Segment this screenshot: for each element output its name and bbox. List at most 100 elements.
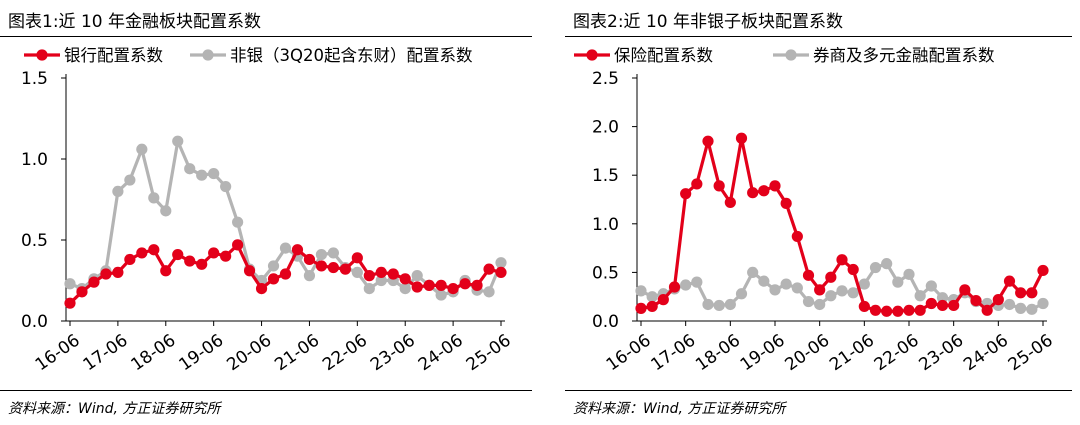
- data-point: [1015, 287, 1027, 299]
- data-point: [483, 263, 495, 275]
- x-tick-label: 19-06: [175, 331, 227, 376]
- data-point: [791, 282, 803, 294]
- data-point: [724, 298, 736, 311]
- legend-label: 银行配置系数: [64, 46, 164, 65]
- data-point: [351, 266, 363, 278]
- y-tick-label: 1.0: [21, 150, 48, 170]
- data-point: [375, 266, 387, 278]
- data-point: [936, 299, 949, 312]
- x-tick-label: 24-06: [960, 331, 1012, 376]
- x-tick-label: 23-06: [367, 331, 419, 376]
- source-divider: [0, 390, 532, 391]
- x-tick-label: 25-06: [1005, 331, 1057, 376]
- data-point: [769, 180, 781, 192]
- data-point: [758, 185, 770, 197]
- data-point: [160, 265, 172, 277]
- data-point: [1037, 297, 1049, 310]
- title-divider: [0, 36, 532, 37]
- data-point: [981, 304, 993, 316]
- x-tick-label: 20-06: [223, 331, 275, 376]
- data-point: [196, 258, 208, 270]
- data-point: [148, 244, 160, 256]
- x-tick-label: 23-06: [915, 331, 967, 376]
- data-point: [780, 197, 792, 209]
- data-point: [903, 268, 915, 280]
- y-tick-label: 0.0: [21, 312, 48, 332]
- data-point: [88, 276, 100, 288]
- data-point: [992, 294, 1004, 306]
- data-point: [970, 294, 982, 307]
- data-point: [495, 257, 507, 269]
- data-point: [220, 180, 232, 193]
- title-divider: [565, 36, 1072, 37]
- data-point: [64, 278, 76, 290]
- data-point: [780, 278, 792, 290]
- data-point: [847, 263, 859, 276]
- data-point: [232, 216, 244, 228]
- y-tick-label: 0.5: [21, 231, 48, 251]
- data-point: [858, 300, 870, 313]
- data-point: [802, 295, 815, 308]
- data-point: [447, 283, 459, 295]
- data-point: [208, 167, 220, 180]
- data-point: [836, 254, 848, 266]
- data-point: [232, 239, 244, 251]
- data-point: [1026, 287, 1038, 299]
- data-point: [279, 242, 292, 254]
- data-point: [702, 135, 714, 147]
- x-tick-label: 24-06: [415, 331, 467, 376]
- data-point: [387, 268, 399, 280]
- data-point: [925, 280, 937, 292]
- chart-title: 图表1:近 10 年金融板块配置系数: [8, 12, 261, 32]
- data-point: [315, 248, 328, 261]
- x-tick-label: 16-06: [603, 331, 655, 376]
- x-tick-label: 17-06: [647, 331, 699, 376]
- data-point: [1003, 298, 1016, 311]
- data-point: [339, 263, 351, 275]
- data-point: [948, 299, 960, 312]
- data-point: [758, 275, 770, 287]
- data-point: [747, 266, 759, 278]
- data-point: [802, 269, 815, 281]
- data-point: [327, 247, 339, 259]
- data-point: [914, 304, 926, 316]
- data-point: [847, 287, 859, 299]
- data-point: [243, 265, 256, 277]
- data-point: [914, 290, 926, 302]
- data-point: [791, 230, 803, 243]
- legend-label: 非银（3Q20起含东财）配置系数: [230, 46, 473, 65]
- data-point: [646, 300, 658, 313]
- data-point: [363, 283, 375, 295]
- data-point: [869, 304, 882, 316]
- data-point: [881, 305, 893, 317]
- data-point: [303, 253, 316, 266]
- data-point: [136, 247, 148, 259]
- data-point: [327, 261, 339, 274]
- data-point: [375, 274, 387, 287]
- data-point: [411, 281, 423, 293]
- data-point: [267, 260, 280, 272]
- data-point: [869, 261, 882, 274]
- chart-panel-1: 图表1:近 10 年金融板块配置系数 0.0 0.5 1.0 1.5 16-06 17-0…: [0, 12, 532, 417]
- data-point: [267, 273, 280, 285]
- legend-swatch-marker: [785, 49, 797, 61]
- data-point: [411, 270, 423, 282]
- data-point: [814, 298, 826, 311]
- data-point: [160, 205, 172, 217]
- data-point: [769, 284, 781, 296]
- data-point: [657, 294, 669, 306]
- data-point: [1003, 275, 1016, 287]
- data-point: [136, 143, 148, 155]
- y-tick-label: 2.0: [592, 118, 619, 138]
- data-point: [936, 292, 949, 304]
- data-point: [208, 247, 220, 259]
- legend-swatch-marker: [586, 49, 598, 61]
- data-point: [495, 266, 507, 278]
- legend-label: 券商及多元金融配置系数: [813, 46, 995, 65]
- x-tick-label: 16-06: [32, 331, 84, 376]
- data-point: [184, 255, 196, 267]
- x-tick-label: 18-06: [128, 331, 180, 376]
- y-tick-label: 1.0: [592, 215, 619, 235]
- data-point: [172, 248, 184, 261]
- data-point: [76, 286, 88, 298]
